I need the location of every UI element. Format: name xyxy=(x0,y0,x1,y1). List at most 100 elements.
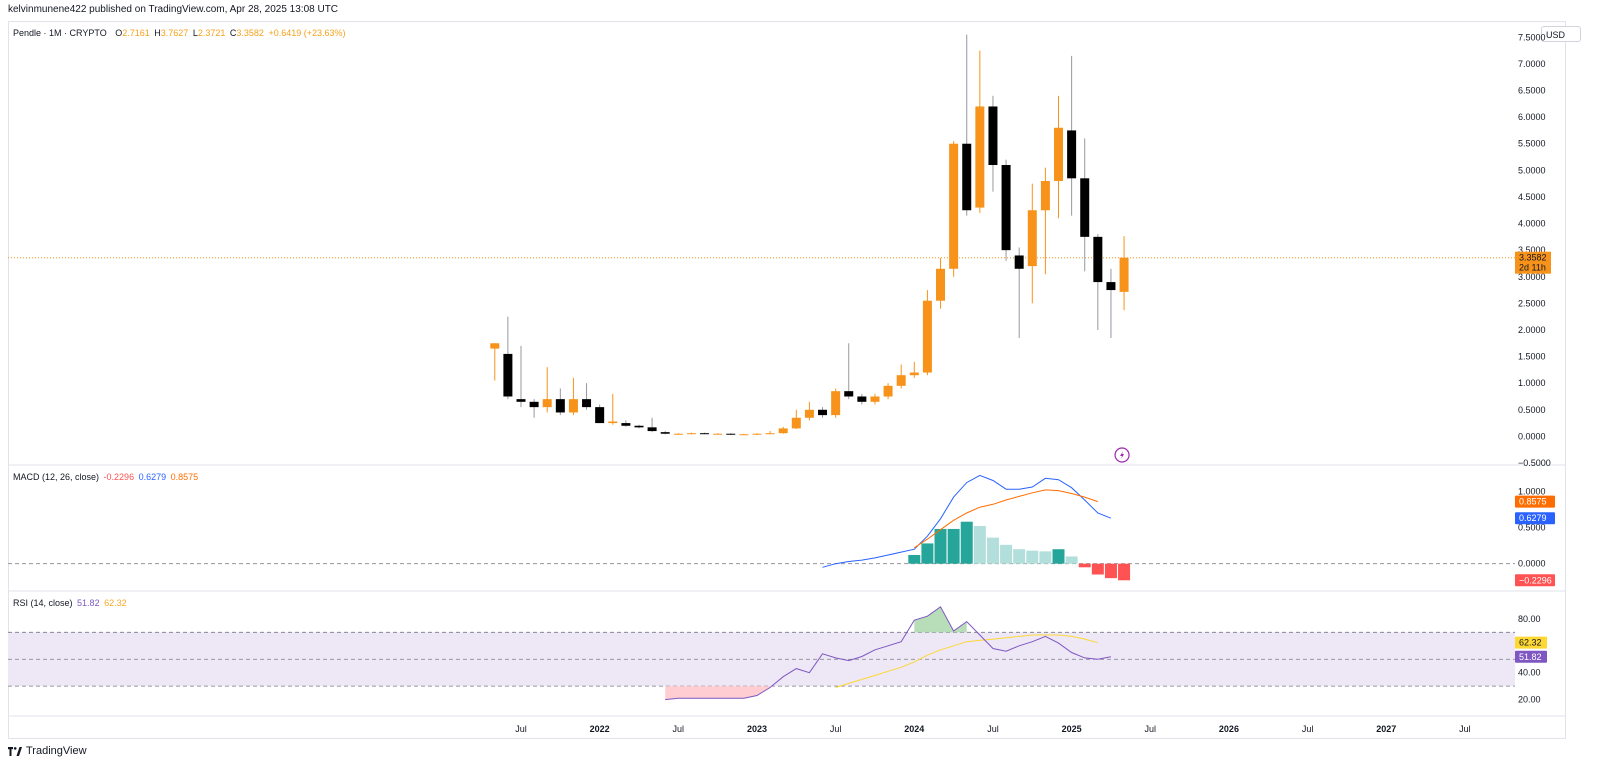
candle-body xyxy=(870,396,880,402)
price-axis-label: −0.5000 xyxy=(1518,458,1551,468)
price-axis-label: 5.0000 xyxy=(1518,165,1546,175)
macd-axis-label: 0.0000 xyxy=(1518,559,1546,569)
low-value: 2.3721 xyxy=(197,28,226,38)
price-legend: Pendle · 1M · CRYPTO O2.7161 H3.7627 L2.… xyxy=(13,28,348,38)
price-axis-label: 7.5000 xyxy=(1518,32,1546,42)
macd-histogram-bar xyxy=(960,521,973,564)
candle-body xyxy=(778,428,788,434)
candle-body xyxy=(857,396,867,402)
candle-body xyxy=(686,433,696,435)
macd-axis-label: 0.5000 xyxy=(1518,523,1546,533)
macd-histogram-bar xyxy=(934,528,947,564)
candle-body xyxy=(634,425,644,428)
candle-body xyxy=(726,433,736,435)
candle-body xyxy=(1027,210,1037,267)
published-line: kelvinmunene422 published on TradingView… xyxy=(8,4,339,15)
candle-body xyxy=(949,143,959,269)
candle-body xyxy=(922,300,932,373)
rsi-title[interactable]: RSI (14, close) xyxy=(13,598,73,608)
price-axis-label: 6.5000 xyxy=(1518,86,1546,96)
footer-brand-label: TradingView xyxy=(26,745,87,757)
candle-body xyxy=(621,423,631,426)
macd-signal-tag xyxy=(1515,495,1555,508)
candle-body xyxy=(818,409,828,416)
currency-button[interactable]: USD xyxy=(1541,26,1581,42)
candle-body xyxy=(1001,165,1011,251)
candle-body xyxy=(608,421,618,424)
macd-signal-line xyxy=(914,489,1098,549)
candle-body xyxy=(765,433,775,435)
macd-histogram-bar xyxy=(1118,563,1131,581)
macd-line-value: 0.6279 xyxy=(138,472,167,482)
macd-title[interactable]: MACD (12, 26, close) xyxy=(13,472,100,482)
candle-body xyxy=(791,417,801,429)
macd-hist-tag xyxy=(1515,574,1555,587)
macd-histogram-bar xyxy=(1065,556,1078,564)
change-value: +0.6419 (+23.63%) xyxy=(268,28,346,38)
price-axis-label: 2.5000 xyxy=(1518,298,1546,308)
candle-body xyxy=(962,143,972,211)
price-axis-label: 7.0000 xyxy=(1518,59,1546,69)
macd-histogram-bar xyxy=(947,528,960,564)
macd-legend: MACD (12, 26, close) -0.2296 0.6279 0.85… xyxy=(13,472,200,482)
candle-body xyxy=(595,407,605,424)
low-label: L xyxy=(192,28,198,38)
price-axis-label: 2.0000 xyxy=(1518,325,1546,335)
time-axis-label: Jul xyxy=(1302,724,1314,734)
time-axis-label: Jul xyxy=(515,724,527,734)
candle-body xyxy=(713,433,723,435)
time-axis-label: Jul xyxy=(830,724,842,734)
candle-body xyxy=(1093,236,1103,283)
rsi-tag xyxy=(1515,650,1547,663)
macd-signal-tag-text: 0.8575 xyxy=(1519,497,1547,507)
candle-body xyxy=(844,391,854,397)
candle-body xyxy=(1106,282,1116,291)
close-value: 3.3582 xyxy=(236,28,264,38)
rsi-overbought-fill xyxy=(914,606,967,633)
high-label: H xyxy=(154,28,161,38)
high-value: 3.7627 xyxy=(160,28,189,38)
candle-body xyxy=(700,433,710,435)
candle-body xyxy=(660,432,670,434)
candle-body xyxy=(883,385,893,397)
macd-histogram-bar xyxy=(1052,549,1065,564)
last-price-tag xyxy=(1515,251,1551,274)
footer-brand[interactable]: TradingView xyxy=(8,745,87,757)
price-axis-label: 4.5000 xyxy=(1518,192,1546,202)
candle-body xyxy=(503,353,513,397)
macd-line xyxy=(822,474,1112,568)
rsi-ma-value: 62.32 xyxy=(104,598,127,608)
rsi-value: 51.82 xyxy=(77,598,100,608)
chart-frame xyxy=(8,21,1566,739)
candle-body xyxy=(804,409,814,418)
candle-body xyxy=(1119,257,1129,292)
candle-body xyxy=(1014,255,1024,269)
time-axis-label: 2022 xyxy=(590,724,610,734)
time-axis-label: Jul xyxy=(987,724,999,734)
time-axis-label: 2026 xyxy=(1219,724,1239,734)
candle-body xyxy=(555,399,565,413)
symbol-label[interactable]: Pendle · 1M · CRYPTO xyxy=(13,28,107,38)
tradingview-logo-icon xyxy=(8,746,22,756)
time-axis-label: Jul xyxy=(1145,724,1157,734)
price-axis-label: 3.5000 xyxy=(1518,245,1546,255)
macd-line-tag-text: 0.6279 xyxy=(1519,513,1547,523)
candle-body xyxy=(1040,180,1050,211)
price-axis-label: 1.5000 xyxy=(1518,352,1546,362)
macd-histogram-bar xyxy=(1039,551,1052,564)
time-axis-label: Jul xyxy=(1459,724,1471,734)
rsi-ma-line xyxy=(835,634,1098,688)
price-axis-label: 3.0000 xyxy=(1518,272,1546,282)
candle-body xyxy=(542,399,552,408)
rsi-tag-text: 51.82 xyxy=(1519,652,1542,662)
macd-hist-value: -0.2296 xyxy=(103,472,135,482)
close-label: C xyxy=(229,28,237,38)
rsi-axis-label: 40.00 xyxy=(1518,668,1541,678)
candle-body xyxy=(936,268,946,301)
macd-histogram-bar xyxy=(1078,563,1091,568)
macd-histogram-bar xyxy=(921,543,934,564)
open-value: 2.7161 xyxy=(122,28,150,38)
macd-histogram-bar xyxy=(973,526,986,564)
rsi-ma-tag xyxy=(1515,636,1547,649)
candle-body xyxy=(1080,178,1090,237)
